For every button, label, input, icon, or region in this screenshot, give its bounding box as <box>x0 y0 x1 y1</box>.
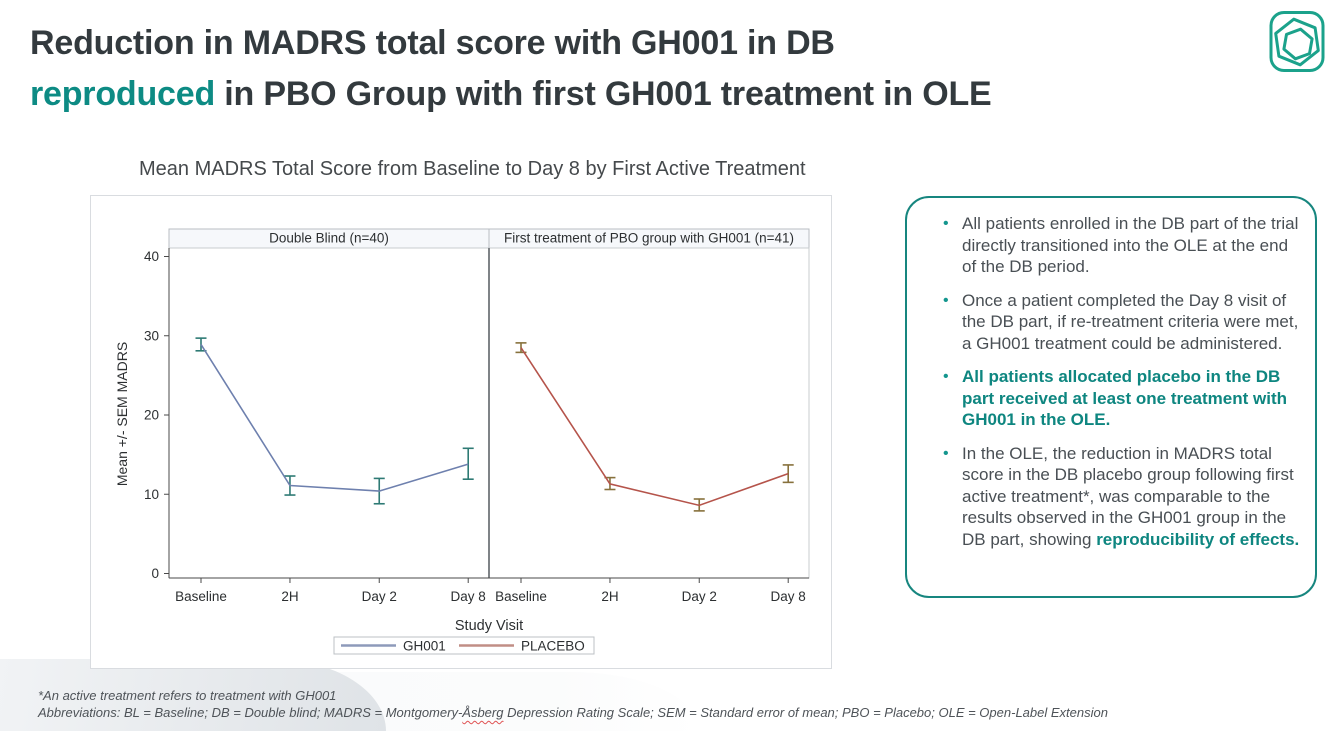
y-tick-label: 30 <box>144 328 159 343</box>
panel-header-placebo: First treatment of PBO group with GH001 … <box>504 231 794 246</box>
background-wash <box>0 659 386 731</box>
logo-outer-hexagon <box>1274 17 1320 67</box>
chart-title: Mean MADRS Total Score from Baseline to … <box>139 158 806 180</box>
text-segment: All patients allocated placebo in the DB… <box>962 367 1287 429</box>
x-axis-label: Study Visit <box>455 618 523 634</box>
panel-header-gh001: Double Blind (n=40) <box>269 231 389 246</box>
text-segment: Once a patient completed the Day 8 visit… <box>962 290 1299 353</box>
gh001-series-line <box>200 344 469 492</box>
legend-label-placebo: PLACEBO <box>521 639 585 654</box>
footnote-abbreviations: Abbreviations: BL = Baseline; DB = Doubl… <box>38 704 1108 721</box>
text-segment: In the OLE, the reduction in MADRS total… <box>962 443 1294 549</box>
slide-title-line: Reduction in MADRS total score with GH00… <box>30 18 1240 69</box>
placebo-series-line <box>520 347 789 507</box>
x-tick-label: Baseline <box>495 589 547 604</box>
x-tick-label: Day 2 <box>682 589 717 604</box>
text-segment: in PBO Group with first GH001 treatment … <box>215 75 992 113</box>
legend-label-gh001: GH001 <box>403 639 446 654</box>
key-points-list: All patients enrolled in the DB part of … <box>937 213 1301 550</box>
text-segment: reproduced <box>30 75 216 113</box>
x-tick-label: Day 2 <box>362 589 397 604</box>
slide-title: Reduction in MADRS total score with GH00… <box>30 18 1240 120</box>
x-tick-label: 2H <box>601 589 618 604</box>
madrs-chart-figure: 0 10 20 30 40 Mean +/- SEM MADRS Double Blind … <box>90 195 832 669</box>
footnote-active-treatment: *An active treatment refers to treatment… <box>38 688 337 703</box>
x-tick-label: Baseline <box>175 589 227 604</box>
key-point-bullet: All patients allocated placebo in the DB… <box>937 366 1301 431</box>
text-segment: All patients enrolled in the DB part of … <box>962 214 1299 276</box>
key-point-bullet: Once a patient completed the Day 8 visit… <box>937 290 1301 355</box>
text-segment: Abbreviations: BL = Baseline; DB = Doubl… <box>38 705 463 720</box>
logo-rounded-square <box>1269 11 1325 72</box>
text-segment: Åsberg <box>462 705 504 720</box>
text-segment: Depression Rating Scale; SEM = Standard … <box>503 705 1108 720</box>
y-tick-label: 20 <box>144 408 159 423</box>
logo-inner-hexagon <box>1282 27 1314 61</box>
y-tick-label: 10 <box>144 487 159 502</box>
footnotes: *An active treatment refers to treatment… <box>38 687 1108 721</box>
text-segment: Reduction in MADRS total score with GH00… <box>30 24 835 62</box>
y-tick-label: 40 <box>144 249 159 264</box>
key-points-box: All patients enrolled in the DB part of … <box>905 196 1317 598</box>
slide-title-line: reproduced in PBO Group with first GH001… <box>30 69 1240 120</box>
key-point-bullet: In the OLE, the reduction in MADRS total… <box>937 443 1301 551</box>
y-tick-label: 0 <box>151 566 159 581</box>
x-tick-label: Day 8 <box>771 589 806 604</box>
y-axis-label: Mean +/- SEM MADRS <box>114 342 130 486</box>
gh-research-logo <box>1269 11 1325 72</box>
x-tick-label: 2H <box>281 589 298 604</box>
key-point-bullet: All patients enrolled in the DB part of … <box>937 213 1301 278</box>
text-segment: reproducibility of effects. <box>1096 529 1300 549</box>
x-tick-label: Day 8 <box>451 589 486 604</box>
madrs-line-chart: 0 10 20 30 40 Mean +/- SEM MADRS Double Blind … <box>114 228 810 655</box>
